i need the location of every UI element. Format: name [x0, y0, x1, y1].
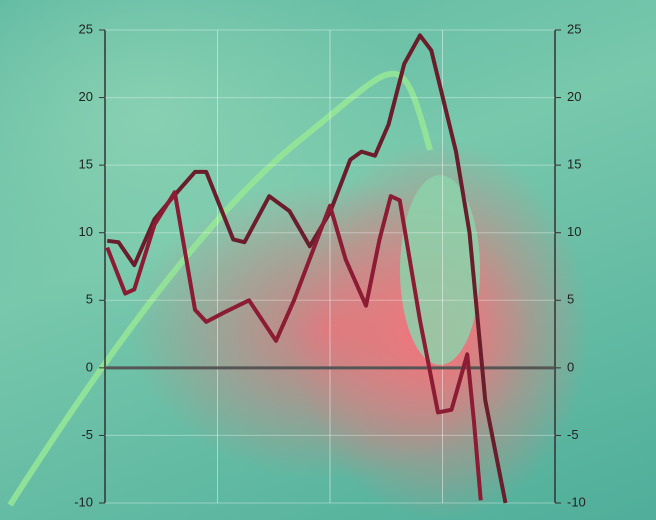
y-tick-label: -10 [74, 494, 93, 509]
y2-tick-label: -10 [567, 494, 586, 509]
chart: -10 -5 0 5 10 15 20 25 -10 -5 0 5 10 15 20 25 [0, 0, 656, 520]
screenshot: -10 -5 0 5 10 15 20 25 -10 -5 0 5 10 15 20 25 [0, 0, 656, 520]
y-tick-label: 15 [79, 157, 93, 172]
y2-tick-label: 15 [567, 157, 581, 172]
y2-tick-label: 10 [567, 224, 581, 239]
y2-tick-label: 25 [567, 21, 581, 36]
y-tick-label: 5 [86, 292, 93, 307]
y2-tick-label: -5 [567, 427, 579, 442]
y-tick-label: 0 [86, 359, 93, 374]
y-tick-label: 25 [79, 21, 93, 36]
stem-decoration [10, 74, 430, 505]
y-tick-label: 20 [79, 89, 93, 104]
y2-tick-label: 0 [567, 359, 574, 374]
y2-tick-label: 5 [567, 292, 574, 307]
y2-tick-label: 20 [567, 89, 581, 104]
y-tick-label: -5 [81, 427, 93, 442]
y-tick-label: 10 [79, 224, 93, 239]
